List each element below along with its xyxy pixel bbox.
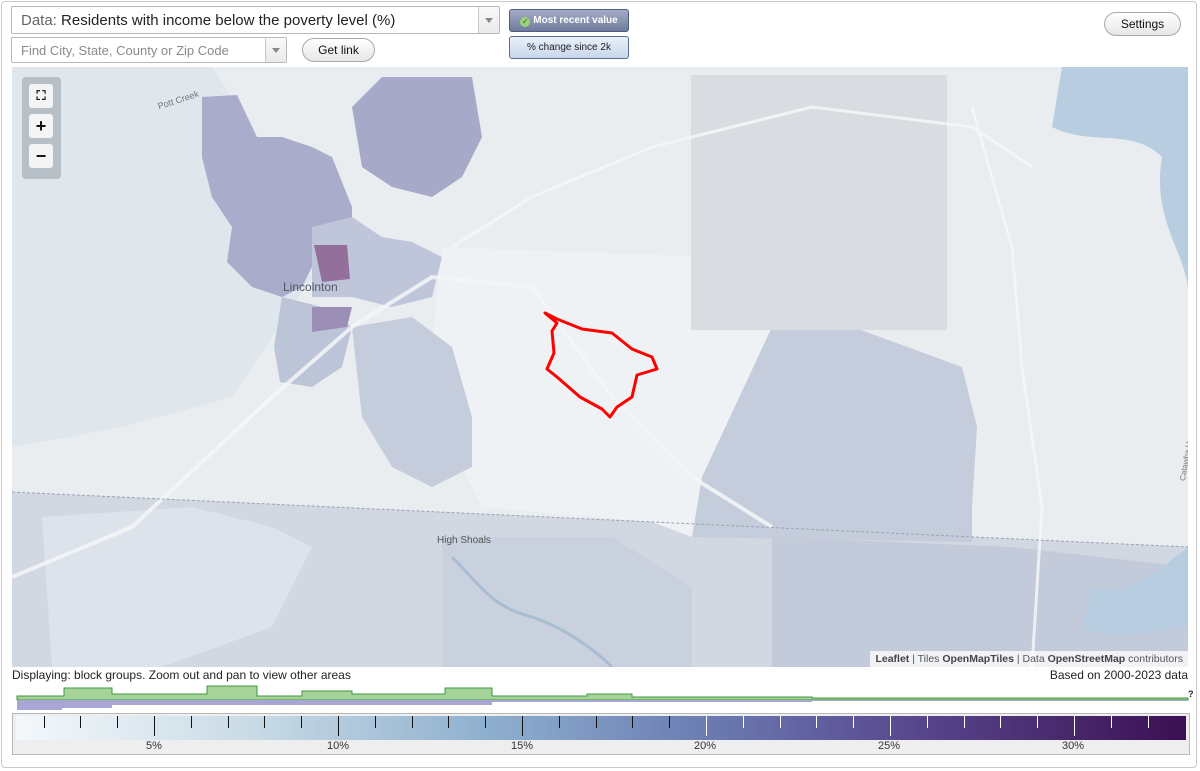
zoom-out-button[interactable]: − <box>29 144 53 168</box>
block-group-se <box>772 537 1188 667</box>
south-fork-river <box>450 555 614 667</box>
chevron-down-icon[interactable] <box>478 7 499 33</box>
legend-tick-label: 15% <box>510 740 534 752</box>
legend-minor-tick <box>1147 716 1149 728</box>
legend-minor-tick <box>669 716 671 728</box>
unknown-mark: ? <box>1188 689 1194 699</box>
zoom-controls: ⛶ + − <box>22 77 61 179</box>
block-group-south-mid <box>442 537 692 667</box>
legend-minor-tick <box>301 716 303 728</box>
check-icon: ✓ <box>520 17 531 27</box>
legend-gradient <box>16 716 1186 740</box>
openstreetmap-link[interactable]: OpenStreetMap <box>1047 653 1126 665</box>
legend-minor-tick <box>43 716 45 728</box>
fullscreen-icon[interactable]: ⛶ <box>29 84 53 108</box>
legend-minor-tick <box>595 716 597 728</box>
highlighted-area-outline <box>543 311 659 419</box>
data-prefix: Data: <box>21 12 57 29</box>
leaflet-link[interactable]: Leaflet <box>875 653 910 665</box>
legend-tick-label: 20% <box>693 740 717 752</box>
legend-minor-tick <box>264 716 266 728</box>
chevron-down-icon[interactable] <box>265 38 286 62</box>
legend-minor-tick <box>1110 716 1112 728</box>
highway-road <box>12 274 774 579</box>
data-select[interactable]: Data: Residents with income below the po… <box>11 6 500 34</box>
color-legend: 5% 10% 15% 20% 25% 30% <box>12 713 1190 755</box>
percent-change-button[interactable]: % change since 2k <box>509 36 629 59</box>
zoom-in-button[interactable]: + <box>29 114 53 138</box>
data-range-note: Based on 2000-2023 data <box>1049 668 1188 682</box>
legend-tick-label: 25% <box>877 740 901 752</box>
road-north <box>451 105 1033 249</box>
legend-minor-tick <box>411 716 413 728</box>
location-search[interactable] <box>11 37 287 63</box>
legend-minor-tick <box>1000 716 1002 728</box>
data-select-text: Data: Residents with income below the po… <box>21 12 395 29</box>
distribution-histogram <box>16 685 1189 710</box>
block-group-north <box>352 77 482 197</box>
legend-major-tick <box>154 716 155 736</box>
county-boundary <box>12 491 1188 548</box>
legend-tick-label: 30% <box>1061 740 1085 752</box>
legend-major-tick <box>706 716 707 736</box>
legend-minor-tick <box>632 716 634 728</box>
attrib-sep-data: | Data <box>1013 653 1048 665</box>
map-attribution: Leaflet | Tiles OpenMapTiles | Data Open… <box>870 651 1188 667</box>
block-group-sw-pale <box>42 507 312 667</box>
block-group-ne-square <box>691 75 947 330</box>
legend-minor-tick <box>448 716 450 728</box>
legend-minor-tick <box>853 716 855 728</box>
legend-minor-tick <box>80 716 82 728</box>
legend-minor-tick <box>779 716 781 728</box>
river <box>1082 547 1188 636</box>
legend-minor-tick <box>1037 716 1039 728</box>
lake-norman <box>1052 67 1188 287</box>
settings-button[interactable]: Settings <box>1104 12 1181 36</box>
display-note: Displaying: block groups. Zoom out and p… <box>12 668 351 682</box>
legend-minor-tick <box>558 716 560 728</box>
block-group-east <box>692 312 977 542</box>
choropleth-map <box>12 67 1188 667</box>
openmaptiles-link[interactable]: OpenMapTiles <box>942 653 1014 665</box>
city-label-lincolnton: Lincolnton <box>283 280 338 294</box>
legend-minor-tick <box>742 716 744 728</box>
block-group-central-west <box>312 217 442 307</box>
legend-minor-tick <box>117 716 119 728</box>
block-group-purple <box>312 307 352 332</box>
most-recent-label: Most recent value <box>533 15 618 26</box>
block-group-south-central <box>352 317 472 487</box>
block-group-center <box>432 247 772 537</box>
percent-change-label: % change since 2k <box>527 42 611 53</box>
legend-minor-tick <box>485 716 487 728</box>
legend-major-tick <box>1074 716 1075 736</box>
histogram-green <box>16 685 1189 701</box>
road-east <box>970 106 1044 667</box>
attrib-contributors: contributors <box>1125 653 1183 665</box>
search-input[interactable] <box>12 38 264 62</box>
get-link-button[interactable]: Get link <box>302 38 375 62</box>
most-recent-value-button[interactable]: ✓ Most recent value <box>509 9 629 32</box>
legend-minor-tick <box>816 716 818 728</box>
legend-minor-tick <box>926 716 928 728</box>
legend-minor-tick <box>190 716 192 728</box>
legend-tick-label: 5% <box>146 740 162 752</box>
town-label-high-shoals: High Shoals <box>437 535 491 546</box>
map-view[interactable]: Lincolnton High Shoals Pott Creek Catawb… <box>12 67 1188 667</box>
legend-tick-label: 10% <box>326 740 350 752</box>
legend-minor-tick <box>227 716 229 728</box>
block-group-darkest <box>314 245 350 282</box>
legend-major-tick <box>522 716 523 736</box>
histogram-purple <box>17 700 1188 710</box>
legend-major-tick <box>890 716 891 736</box>
legend-major-tick <box>338 716 339 736</box>
legend-minor-tick <box>963 716 965 728</box>
attrib-sep-tiles: | Tiles <box>909 653 943 665</box>
legend-minor-tick <box>374 716 376 728</box>
data-value: Residents with income below the poverty … <box>61 12 396 29</box>
